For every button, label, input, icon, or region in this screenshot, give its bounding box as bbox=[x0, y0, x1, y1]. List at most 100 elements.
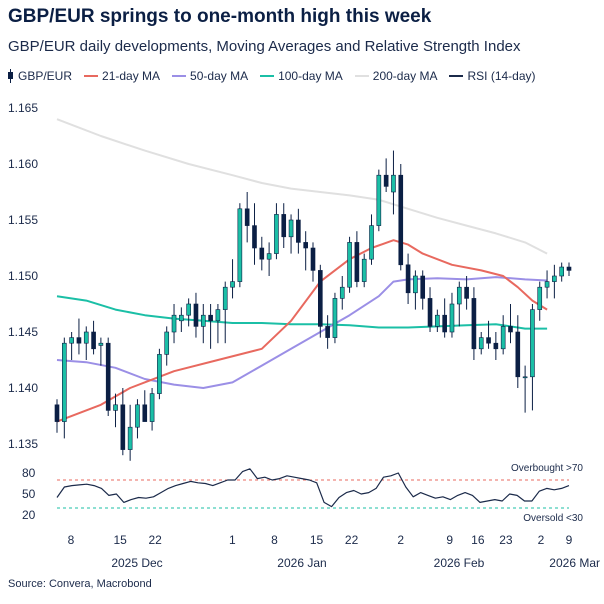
oversold-label: Oversold <30 bbox=[523, 513, 583, 524]
x-tick-label: 8 bbox=[68, 533, 75, 547]
y-tick-label: 1.135 bbox=[8, 437, 38, 451]
candle bbox=[127, 404, 133, 461]
line-swatch-icon bbox=[172, 75, 187, 77]
candle bbox=[435, 309, 440, 332]
candle-body bbox=[361, 258, 367, 282]
candle bbox=[135, 399, 140, 439]
candle-body bbox=[464, 286, 469, 299]
rsi-tick-label: 80 bbox=[22, 466, 36, 480]
candle-body bbox=[281, 214, 287, 238]
candle bbox=[222, 281, 228, 344]
legend-label: 100-day MA bbox=[278, 69, 343, 83]
y-tick-label: 1.160 bbox=[8, 157, 38, 171]
candle bbox=[405, 253, 411, 304]
candle-body bbox=[413, 275, 418, 294]
candle bbox=[266, 242, 272, 276]
legend-item-ma50: 50-day MA bbox=[172, 69, 248, 83]
candle-body bbox=[274, 214, 279, 254]
candle bbox=[566, 262, 572, 276]
y-tick-label: 1.145 bbox=[8, 325, 38, 339]
candle-body bbox=[186, 303, 191, 316]
candle-body bbox=[427, 298, 433, 327]
candle bbox=[296, 208, 301, 254]
candle bbox=[522, 365, 528, 413]
candle-body bbox=[83, 331, 89, 344]
candle-body bbox=[179, 314, 184, 322]
legend-label: GBP/EUR bbox=[18, 69, 73, 83]
y-tick-label: 1.155 bbox=[8, 213, 38, 227]
candle-body bbox=[113, 404, 118, 411]
candle-body bbox=[508, 326, 513, 333]
candle-body bbox=[288, 219, 294, 238]
overbought-label: Overbought >70 bbox=[511, 463, 583, 474]
candle bbox=[486, 320, 491, 349]
source-note: Source: Convera, Macrobond bbox=[8, 578, 152, 590]
x-tick-label: 2 bbox=[538, 533, 545, 547]
candle bbox=[508, 304, 513, 344]
candle-body bbox=[237, 208, 243, 282]
candle-body bbox=[259, 247, 265, 260]
candle bbox=[164, 326, 170, 366]
candle bbox=[354, 231, 360, 288]
y-tick-label: 1.140 bbox=[8, 381, 38, 395]
price-axis: 1.135 1.140 1.145 1.150 1.155 1.160 1.165 bbox=[8, 101, 38, 451]
candle bbox=[478, 332, 484, 355]
candle bbox=[149, 388, 155, 431]
candle-body bbox=[456, 286, 462, 305]
x-tick-label: 9 bbox=[566, 533, 573, 547]
legend-item-ma100: 100-day MA bbox=[260, 69, 343, 83]
rsi-tick-label: 50 bbox=[22, 487, 36, 501]
candle-body bbox=[120, 404, 126, 450]
candle-body bbox=[369, 225, 374, 260]
candle-body bbox=[296, 219, 301, 243]
candle bbox=[361, 253, 367, 288]
candle bbox=[105, 337, 111, 416]
ma100-line bbox=[56, 295, 548, 330]
candle bbox=[98, 337, 104, 366]
candle-body bbox=[76, 337, 82, 344]
candle-body bbox=[478, 337, 484, 350]
x-tick-label: 15 bbox=[310, 533, 324, 547]
line-swatch-icon bbox=[84, 75, 99, 77]
candle bbox=[142, 390, 148, 422]
candle bbox=[215, 304, 221, 344]
candle bbox=[413, 270, 418, 310]
candle-body bbox=[266, 253, 272, 260]
legend-item-gbpeur: GBP/EUR bbox=[8, 69, 72, 83]
candle-body bbox=[157, 354, 162, 394]
candle bbox=[383, 158, 389, 192]
x-tick-label: 22 bbox=[345, 533, 359, 547]
line-swatch-icon bbox=[260, 75, 275, 77]
candle bbox=[237, 203, 243, 288]
x-tick-label: 23 bbox=[499, 533, 513, 547]
candle-body bbox=[91, 331, 96, 350]
candle-body bbox=[376, 174, 382, 226]
candle bbox=[76, 318, 82, 355]
candle bbox=[120, 388, 126, 456]
candle-body bbox=[318, 270, 323, 327]
candle-body bbox=[471, 298, 477, 350]
candle bbox=[91, 320, 96, 355]
candle-body bbox=[142, 404, 148, 422]
candle bbox=[281, 203, 287, 248]
candle-body bbox=[105, 342, 111, 411]
candle-body bbox=[420, 275, 426, 299]
legend-label: 200-day MA bbox=[372, 69, 438, 83]
chart-title: GBP/EUR springs to one-month high this w… bbox=[8, 6, 432, 27]
rsi-tick-label: 20 bbox=[22, 508, 36, 522]
candle-body bbox=[435, 314, 440, 327]
candle-body bbox=[98, 342, 104, 346]
candle bbox=[398, 164, 404, 271]
line-swatch-icon bbox=[354, 75, 369, 77]
candle-body bbox=[252, 225, 257, 249]
candle bbox=[69, 332, 74, 360]
candle bbox=[62, 337, 67, 439]
candle bbox=[420, 270, 426, 310]
candle bbox=[325, 315, 330, 349]
candle-body bbox=[164, 331, 170, 355]
candle-body bbox=[391, 174, 396, 193]
candle-body bbox=[347, 242, 352, 288]
candle bbox=[310, 242, 316, 282]
x-tick-label: 1 bbox=[229, 533, 236, 547]
